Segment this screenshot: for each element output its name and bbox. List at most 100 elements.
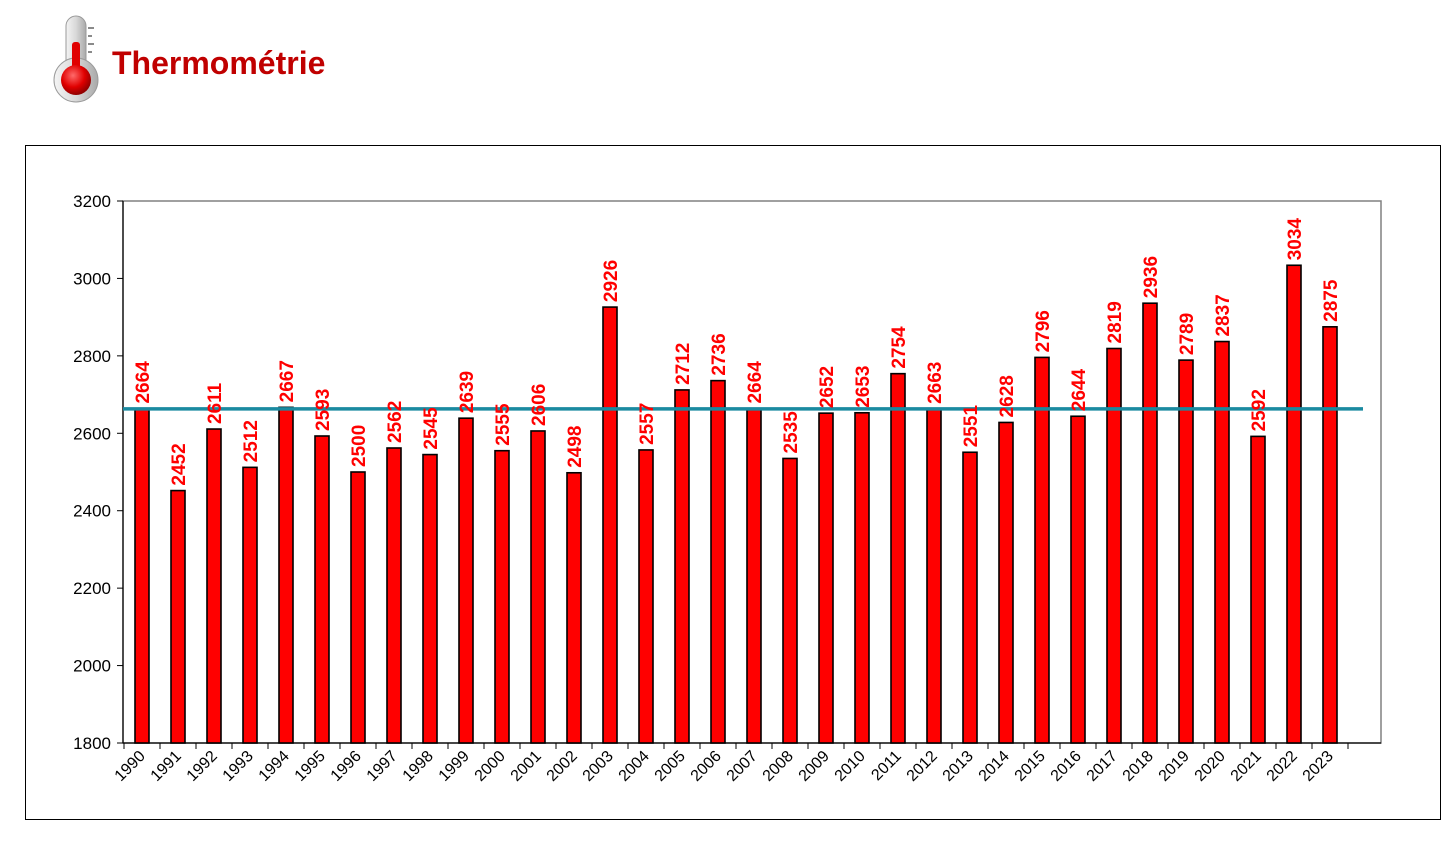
data-label: 2819 bbox=[1105, 301, 1126, 343]
x-tick-label: 2018 bbox=[1120, 748, 1157, 785]
data-label: 2926 bbox=[601, 260, 622, 302]
data-label: 2796 bbox=[1033, 310, 1054, 352]
x-tick-label: 2006 bbox=[688, 748, 725, 785]
bar bbox=[746, 407, 762, 744]
data-label: 2639 bbox=[457, 371, 478, 413]
page-title: Thermométrie bbox=[112, 44, 326, 81]
bar bbox=[278, 406, 294, 744]
x-tick-label: 1999 bbox=[436, 748, 473, 785]
chart-frame: 1800 2000 2200 2400 2600 2800 3000 3200 2664 2452… bbox=[25, 145, 1441, 820]
data-label: 2644 bbox=[1069, 369, 1090, 412]
x-tick-label: 1997 bbox=[364, 748, 401, 785]
x-tick-label: 1996 bbox=[328, 748, 365, 785]
x-tick-label: 2001 bbox=[508, 748, 545, 785]
y-tick-label: 1800 bbox=[73, 734, 111, 753]
bar bbox=[1178, 359, 1194, 744]
bar bbox=[314, 435, 330, 744]
x-tick-label: 2016 bbox=[1048, 748, 1085, 785]
bar bbox=[1322, 326, 1338, 744]
data-label: 2736 bbox=[709, 333, 730, 375]
data-label: 2628 bbox=[997, 375, 1018, 417]
x-tick-label: 2012 bbox=[904, 748, 941, 785]
data-label: 2611 bbox=[205, 382, 226, 424]
data-label: 2754 bbox=[889, 326, 910, 369]
data-label: 2667 bbox=[277, 360, 298, 402]
x-tick-label: 1994 bbox=[256, 748, 293, 785]
bar bbox=[1214, 340, 1230, 744]
bar bbox=[566, 471, 582, 744]
y-tick-label: 2000 bbox=[73, 657, 111, 676]
bar bbox=[710, 379, 726, 744]
data-label: 2664 bbox=[133, 361, 154, 404]
bar bbox=[242, 466, 258, 744]
x-tick-label: 2008 bbox=[760, 748, 797, 785]
bar bbox=[530, 430, 546, 744]
x-tick-label: 1998 bbox=[400, 748, 437, 785]
bar bbox=[458, 417, 474, 744]
data-label: 2592 bbox=[1249, 389, 1270, 431]
data-label: 2512 bbox=[241, 420, 262, 462]
data-label: 2652 bbox=[817, 366, 838, 408]
bar bbox=[818, 412, 834, 744]
page-header: Thermométrie bbox=[50, 14, 325, 104]
x-tick-label: 2002 bbox=[544, 748, 581, 785]
x-tick-label: 1995 bbox=[292, 748, 329, 785]
bar bbox=[638, 449, 654, 744]
data-label: 2452 bbox=[169, 443, 190, 485]
x-tick-label: 1991 bbox=[148, 748, 185, 785]
x-tick-label: 2017 bbox=[1084, 748, 1121, 785]
x-tick-label: 2020 bbox=[1192, 748, 1229, 785]
x-tick-label: 2014 bbox=[976, 748, 1013, 785]
x-tick-label: 2000 bbox=[472, 748, 509, 785]
bar bbox=[962, 451, 978, 744]
bar-chart: 1800 2000 2200 2400 2600 2800 3000 3200 2664 2452… bbox=[73, 192, 1382, 785]
x-tick-label: 2022 bbox=[1264, 748, 1301, 785]
bar bbox=[782, 457, 798, 744]
data-label: 2535 bbox=[781, 411, 802, 454]
x-tick-label: 2011 bbox=[868, 748, 904, 784]
data-label: 2653 bbox=[853, 365, 874, 407]
data-label: 2557 bbox=[637, 403, 658, 445]
thermometer-icon bbox=[53, 15, 99, 103]
x-tick-label: 2009 bbox=[796, 748, 833, 785]
x-tick-label: 2004 bbox=[616, 748, 653, 785]
x-tick-label: 2019 bbox=[1156, 748, 1193, 785]
data-label: 2712 bbox=[673, 343, 694, 385]
x-tick-label: 2010 bbox=[832, 748, 869, 785]
x-tick-label: 2003 bbox=[580, 748, 617, 785]
data-label: 3034 bbox=[1285, 218, 1306, 261]
bar bbox=[602, 306, 618, 744]
bar bbox=[1250, 435, 1266, 744]
bar bbox=[494, 449, 510, 744]
data-label: 2606 bbox=[529, 384, 550, 426]
data-label: 2500 bbox=[349, 425, 370, 467]
bar bbox=[1034, 356, 1050, 744]
data-label: 2562 bbox=[385, 401, 406, 443]
bar bbox=[854, 411, 870, 744]
data-label: 2545 bbox=[421, 407, 442, 450]
bar bbox=[1070, 415, 1086, 744]
x-tick-label: 2015 bbox=[1012, 748, 1049, 785]
bar bbox=[1286, 264, 1302, 744]
bar bbox=[1106, 347, 1122, 744]
x-tick-label: 2013 bbox=[940, 748, 977, 785]
bar bbox=[350, 471, 366, 744]
bar bbox=[926, 408, 942, 744]
data-label: 2936 bbox=[1141, 256, 1162, 298]
y-tick-label: 2600 bbox=[73, 424, 111, 443]
bar bbox=[386, 447, 402, 744]
y-tick-label: 2400 bbox=[73, 502, 111, 521]
x-tick-label: 2021 bbox=[1228, 748, 1265, 785]
y-tick-label: 2200 bbox=[73, 579, 111, 598]
data-label: 2875 bbox=[1321, 279, 1342, 322]
bar bbox=[674, 389, 690, 744]
data-label: 2593 bbox=[313, 389, 334, 431]
x-tick-label: 2007 bbox=[724, 748, 761, 785]
y-tick-label: 2800 bbox=[73, 347, 111, 366]
x-tick-label: 2005 bbox=[652, 748, 689, 785]
data-label: 2663 bbox=[925, 362, 946, 404]
data-label: 2498 bbox=[565, 425, 586, 467]
bar bbox=[422, 453, 438, 744]
bar bbox=[206, 428, 222, 744]
x-tick-label: 1992 bbox=[184, 748, 221, 785]
